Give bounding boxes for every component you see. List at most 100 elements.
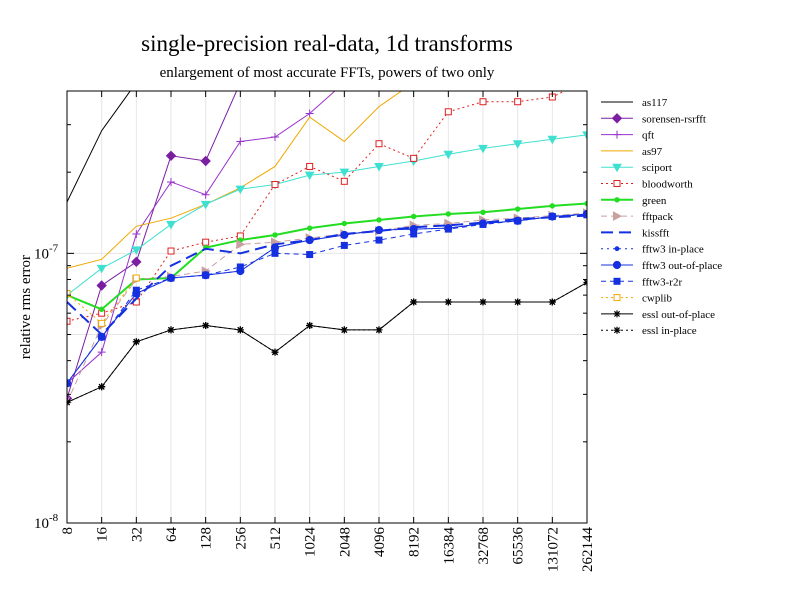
x-tick-label: 128 <box>199 527 215 550</box>
legend-fftw3-r2r: fftw3-r2r <box>601 276 682 288</box>
series-fftw3-r2r-marker <box>202 271 210 279</box>
series-kissfft <box>67 214 587 336</box>
series-essl-in-place-marker <box>167 326 175 334</box>
series-essl-in-place-marker <box>236 326 244 334</box>
legend-essl-in-place-marker <box>613 326 621 334</box>
legend-essl-out-of-place-label: essl out-of-place <box>642 309 715 321</box>
series-sciport-marker <box>166 220 176 230</box>
series-essl-in-place-marker <box>444 298 452 306</box>
series-fftw3-r2r-marker <box>479 220 487 228</box>
series-fftw3-r2r-marker <box>98 333 106 341</box>
legend-green-marker <box>614 197 620 203</box>
legend-cwplib-label: cwplib <box>642 293 672 305</box>
series-sciport <box>67 131 587 301</box>
series-green-marker <box>514 206 521 212</box>
legend-fftw3-in-place-label: fftw3 in-place <box>642 244 704 256</box>
y-tick-label: 10-8 <box>34 512 59 532</box>
series-fftw3-r2r-marker <box>375 236 383 244</box>
series-qft-marker <box>167 177 175 186</box>
series-fftw3-out-of-place-marker <box>374 225 384 235</box>
x-tick-label: 256 <box>233 527 249 550</box>
series-bloodworth-marker <box>340 177 348 185</box>
series-fftw3-r2r-marker <box>132 286 140 294</box>
series-essl-in-place-marker <box>306 322 314 330</box>
x-tick-label: 32768 <box>476 527 492 565</box>
legend: as117 sorensen-rsrfft qft as97 sciport bloodw… <box>601 97 722 337</box>
legend-essl-out-of-place-marker <box>613 310 621 318</box>
series-fftw3-r2r-marker <box>514 217 522 225</box>
series-sciport-marker <box>131 246 142 255</box>
legend-sciport-label: sciport <box>642 162 672 174</box>
series-green-marker <box>445 211 452 217</box>
series-fftw3-out-of-place-marker <box>305 235 314 245</box>
legend-green-label: green <box>642 195 667 207</box>
series-sciport-marker <box>374 162 384 172</box>
series-green-marker <box>341 220 348 227</box>
x-tick-label: 16 <box>95 527 111 543</box>
series-kissfft-line <box>67 214 587 336</box>
x-tick-label: 64 <box>164 527 180 543</box>
series-qft <box>67 91 336 388</box>
x-tick-label: 262144 <box>580 527 596 573</box>
legend-bloodworth-marker <box>613 180 621 187</box>
series-sorensen-rsrfft-line <box>67 91 238 399</box>
series-bloodworth-marker <box>410 154 418 162</box>
legend-fftw3-out-of-place-label: fftw3 out-of-place <box>642 260 722 272</box>
series-essl-in-place-marker <box>410 298 418 306</box>
series-bloodworth-marker <box>444 108 452 116</box>
series-fftpack <box>67 208 587 406</box>
legend-fftw3-out-of-place-marker <box>612 260 622 270</box>
series-bloodworth-marker <box>375 140 383 148</box>
series-bloodworth-marker <box>479 98 487 106</box>
x-tick-label: 2048 <box>337 527 353 557</box>
chart-title: single-precision real-data, 1d transform… <box>141 31 513 56</box>
series-essl-out-of-place-line <box>67 282 587 403</box>
series-fftw3-r2r-marker <box>444 225 452 233</box>
x-tick-label: 512 <box>268 527 284 550</box>
plot-frame <box>66 90 588 524</box>
series-fftw3-r2r-marker <box>548 212 556 220</box>
legend-bloodworth-label: bloodworth <box>642 179 693 191</box>
series-fftw3-r2r-marker <box>340 241 348 249</box>
legend-qft: qft <box>601 130 654 142</box>
series-sciport-marker <box>235 185 246 195</box>
series-essl-in-place-marker <box>479 298 487 306</box>
series-fftw3-r2r <box>67 211 587 387</box>
legend-cwplib-marker <box>613 294 621 302</box>
series-green-marker <box>376 217 382 223</box>
legend-essl-in-place-label: essl in-place <box>642 325 697 337</box>
legend-fftw3-r2r-label: fftw3-r2r <box>642 276 682 288</box>
series-fftw3-r2r-marker <box>236 263 244 271</box>
legend-kissfft-label: kissfft <box>642 227 669 239</box>
series-cwplib-marker <box>67 289 71 297</box>
x-tick-label: 8192 <box>407 527 423 557</box>
series-cwplib-marker <box>98 319 106 327</box>
series-green-marker <box>306 225 313 231</box>
legend-sorensen-rsrfft-label: sorensen-rsrfft <box>642 113 706 125</box>
legend-as97: as97 <box>601 146 663 158</box>
series-essl-in-place-marker <box>132 338 140 346</box>
series-sciport-line <box>67 134 587 296</box>
series-fftw3-out-of-place-line <box>67 213 587 384</box>
legend-essl-out-of-place: essl out-of-place <box>601 309 715 321</box>
legend-cwplib: cwplib <box>601 293 672 305</box>
series-sorensen-rsrfft-marker <box>131 256 142 268</box>
series-fftw3-r2r-marker <box>410 230 418 238</box>
legend-fftpack-marker <box>613 211 623 221</box>
series-as117 <box>67 91 131 203</box>
series-essl-in-place-marker <box>340 326 348 334</box>
legend-kissfft: kissfft <box>601 227 669 239</box>
x-tick-label: 1024 <box>303 527 319 558</box>
series-qft-marker <box>271 133 279 142</box>
series-cwplib-marker <box>132 274 140 282</box>
chart-subtitle: enlargement of most accurate FFTs, power… <box>160 65 495 81</box>
legend-as97-label: as97 <box>642 146 663 158</box>
series-essl-out-of-place <box>67 278 587 406</box>
series-sorensen-rsrfft-marker <box>200 155 211 167</box>
y-axis-label: relative rms error <box>18 255 34 359</box>
x-tick-label: 131072 <box>545 527 561 572</box>
series-essl-in-place-line <box>67 282 587 403</box>
series-sciport-marker <box>96 264 107 274</box>
gridlines <box>66 91 588 524</box>
axes: 8 16 32 64 128 256 512 1024 2048 4096 8192 16384 327… <box>34 90 596 573</box>
